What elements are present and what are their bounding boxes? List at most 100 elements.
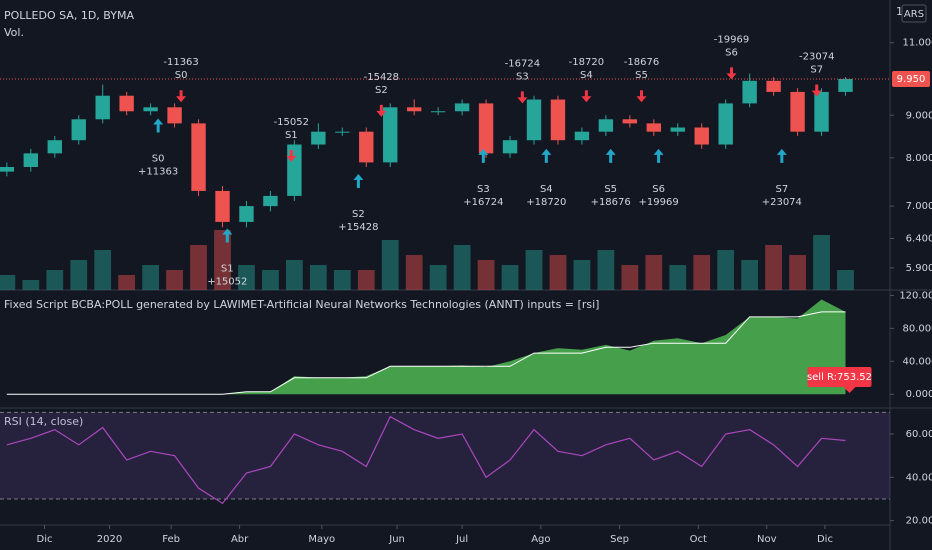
y-tick-label: 8.000	[906, 153, 932, 164]
signal-label: +18720	[526, 197, 566, 208]
candle-body	[23, 153, 38, 167]
y-tick-label: 0.000	[906, 389, 932, 400]
x-tick-label: Dic	[37, 534, 53, 545]
symbol-title: POLLEDO SA, 1D, BYMA	[4, 9, 134, 22]
volume-bar	[573, 260, 591, 290]
y-tick-label: 40.00	[906, 472, 932, 483]
signal-label: S3	[516, 71, 529, 82]
signal-label: +18676	[591, 197, 631, 208]
volume-bar	[262, 270, 279, 290]
annotation-label: sell R:753.52	[807, 372, 872, 383]
annotation-pointer	[843, 387, 856, 393]
volume-bar	[333, 270, 351, 290]
y-tick-label: 80.000	[903, 323, 932, 334]
signal-label: -16724	[505, 58, 540, 69]
candle-body	[143, 107, 158, 112]
signal-label: S6	[725, 47, 738, 58]
candle-body	[430, 111, 446, 113]
y-tick-label: 7.000	[906, 201, 932, 212]
buy-arrow	[222, 228, 233, 243]
candle-body	[502, 140, 518, 154]
candle-body	[383, 107, 398, 163]
candle-body	[0, 166, 15, 172]
y-tick-label: 6.400	[906, 233, 932, 244]
candle-body	[718, 103, 733, 145]
volume-bar	[309, 265, 327, 290]
volume-bar	[0, 275, 16, 290]
y-tick-label: 5.900	[906, 263, 932, 274]
volume-bar	[46, 270, 64, 290]
volume-bar	[190, 245, 207, 290]
candle-body	[526, 99, 542, 141]
volume-bar	[453, 245, 471, 290]
scale-menu[interactable]: 1	[896, 5, 903, 18]
candle-body	[71, 119, 86, 141]
x-tick-label: Sep	[610, 534, 629, 545]
volume-bar	[285, 260, 303, 290]
signal-label: -18720	[569, 57, 604, 68]
candle-body	[119, 95, 134, 112]
volume-bar	[765, 245, 783, 290]
buy-arrow	[776, 148, 787, 163]
signal-label: -15052	[274, 117, 309, 128]
volume-bar	[741, 260, 759, 290]
candle-body	[790, 91, 805, 132]
candle-body	[646, 123, 661, 132]
signal-label: +23074	[762, 197, 802, 208]
candle-body	[359, 131, 374, 163]
sell-arrow	[376, 104, 387, 117]
volume-bar	[813, 235, 830, 290]
volume-bar	[621, 265, 639, 290]
signal-label: S2	[352, 209, 365, 220]
candle-body	[454, 103, 470, 112]
candle-body	[167, 107, 182, 124]
candle-body	[47, 140, 62, 154]
last-price-box	[892, 70, 930, 87]
buy-arrow	[353, 174, 364, 189]
signal-label: S0	[152, 153, 165, 164]
buy-arrow	[153, 118, 164, 133]
candle-body	[814, 91, 829, 132]
y-tick-label: 40.000	[903, 356, 932, 367]
equity-line	[6, 311, 846, 395]
buy-arrow	[541, 148, 552, 163]
signal-label: +11363	[138, 166, 178, 177]
signal-label: S3	[477, 184, 490, 195]
rsi-line	[6, 415, 846, 505]
signal-label: S7	[810, 64, 823, 75]
currency[interactable]: ARS	[904, 9, 924, 20]
y-tick-label: 20.00	[906, 516, 932, 527]
y-tick-label: 11.000	[903, 38, 932, 49]
candle-body	[191, 123, 206, 191]
volume-bar	[501, 265, 519, 290]
candle-body	[742, 80, 757, 104]
signal-label: S4	[580, 70, 593, 81]
volume-bar	[166, 270, 183, 290]
buy-arrow	[653, 148, 664, 163]
x-tick-label: Dic	[817, 534, 833, 545]
sell-arrow	[517, 91, 528, 104]
signal-label: S2	[375, 85, 388, 96]
signal-label: -23074	[799, 51, 834, 62]
volume-bar	[142, 265, 160, 290]
candle-body	[550, 99, 566, 141]
signal-label: +16724	[463, 197, 503, 208]
volume-bar	[669, 265, 687, 290]
candle-body	[574, 131, 590, 141]
sell-arrow	[581, 90, 592, 103]
signal-label: S5	[635, 70, 648, 81]
last-price-label: 9.950	[897, 74, 926, 85]
volume-bar	[70, 260, 88, 290]
candle-body	[311, 131, 326, 145]
x-tick-label: Feb	[162, 534, 180, 545]
volume-bar	[381, 240, 399, 290]
candle-body	[670, 127, 685, 132]
signal-label: -11363	[163, 57, 198, 68]
signal-label: S6	[652, 184, 665, 195]
signal-label: +15428	[338, 222, 378, 233]
candle-body	[287, 144, 302, 196]
volume-bar	[429, 265, 447, 290]
currency-box[interactable]	[901, 4, 927, 23]
